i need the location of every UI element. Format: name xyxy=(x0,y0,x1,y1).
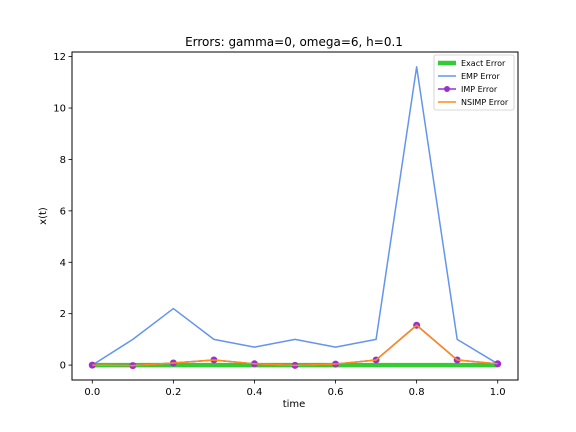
x-tick-label: 1.0 xyxy=(490,387,506,398)
x-tick-label: 0.8 xyxy=(409,387,425,398)
x-tick-label: 0.6 xyxy=(328,387,344,398)
y-tick-label: 6 xyxy=(60,206,66,217)
emp-error-line xyxy=(91,66,499,366)
legend-label-nsimp-error: NSIMP Error xyxy=(461,98,509,107)
chart-title: Errors: gamma=0, omega=6, h=0.1 xyxy=(185,35,403,49)
x-tick-label: 0.4 xyxy=(247,387,263,398)
y-tick-label: 2 xyxy=(60,309,66,320)
legend: Exact Error EMP Error IMP Error NSIMP Error xyxy=(433,54,515,111)
y-axis-label: x(t) xyxy=(38,207,49,225)
y-tick-label: 12 xyxy=(53,52,66,63)
plot-area xyxy=(88,66,502,370)
y-tick-label: 4 xyxy=(60,258,66,269)
axis-ticks: 0.0 0.2 0.4 0.6 0.8 1.0 0 2 4 6 8 10 12 xyxy=(53,52,505,398)
x-axis-label: time xyxy=(283,399,306,410)
legend-label-imp-error: IMP Error xyxy=(461,85,498,94)
legend-box xyxy=(433,54,515,111)
y-tick-label: 10 xyxy=(53,104,66,115)
nsimp-error-line xyxy=(92,324,498,367)
x-tick-label: 0.0 xyxy=(84,387,100,398)
legend-label-exact-error: Exact Error xyxy=(461,59,506,68)
x-tick-label: 0.2 xyxy=(165,387,181,398)
legend-marker-imp-error xyxy=(444,86,450,92)
y-tick-label: 0 xyxy=(60,361,66,372)
legend-label-emp-error: EMP Error xyxy=(461,72,501,81)
y-tick-label: 8 xyxy=(60,155,66,166)
plot-frame xyxy=(71,51,519,381)
